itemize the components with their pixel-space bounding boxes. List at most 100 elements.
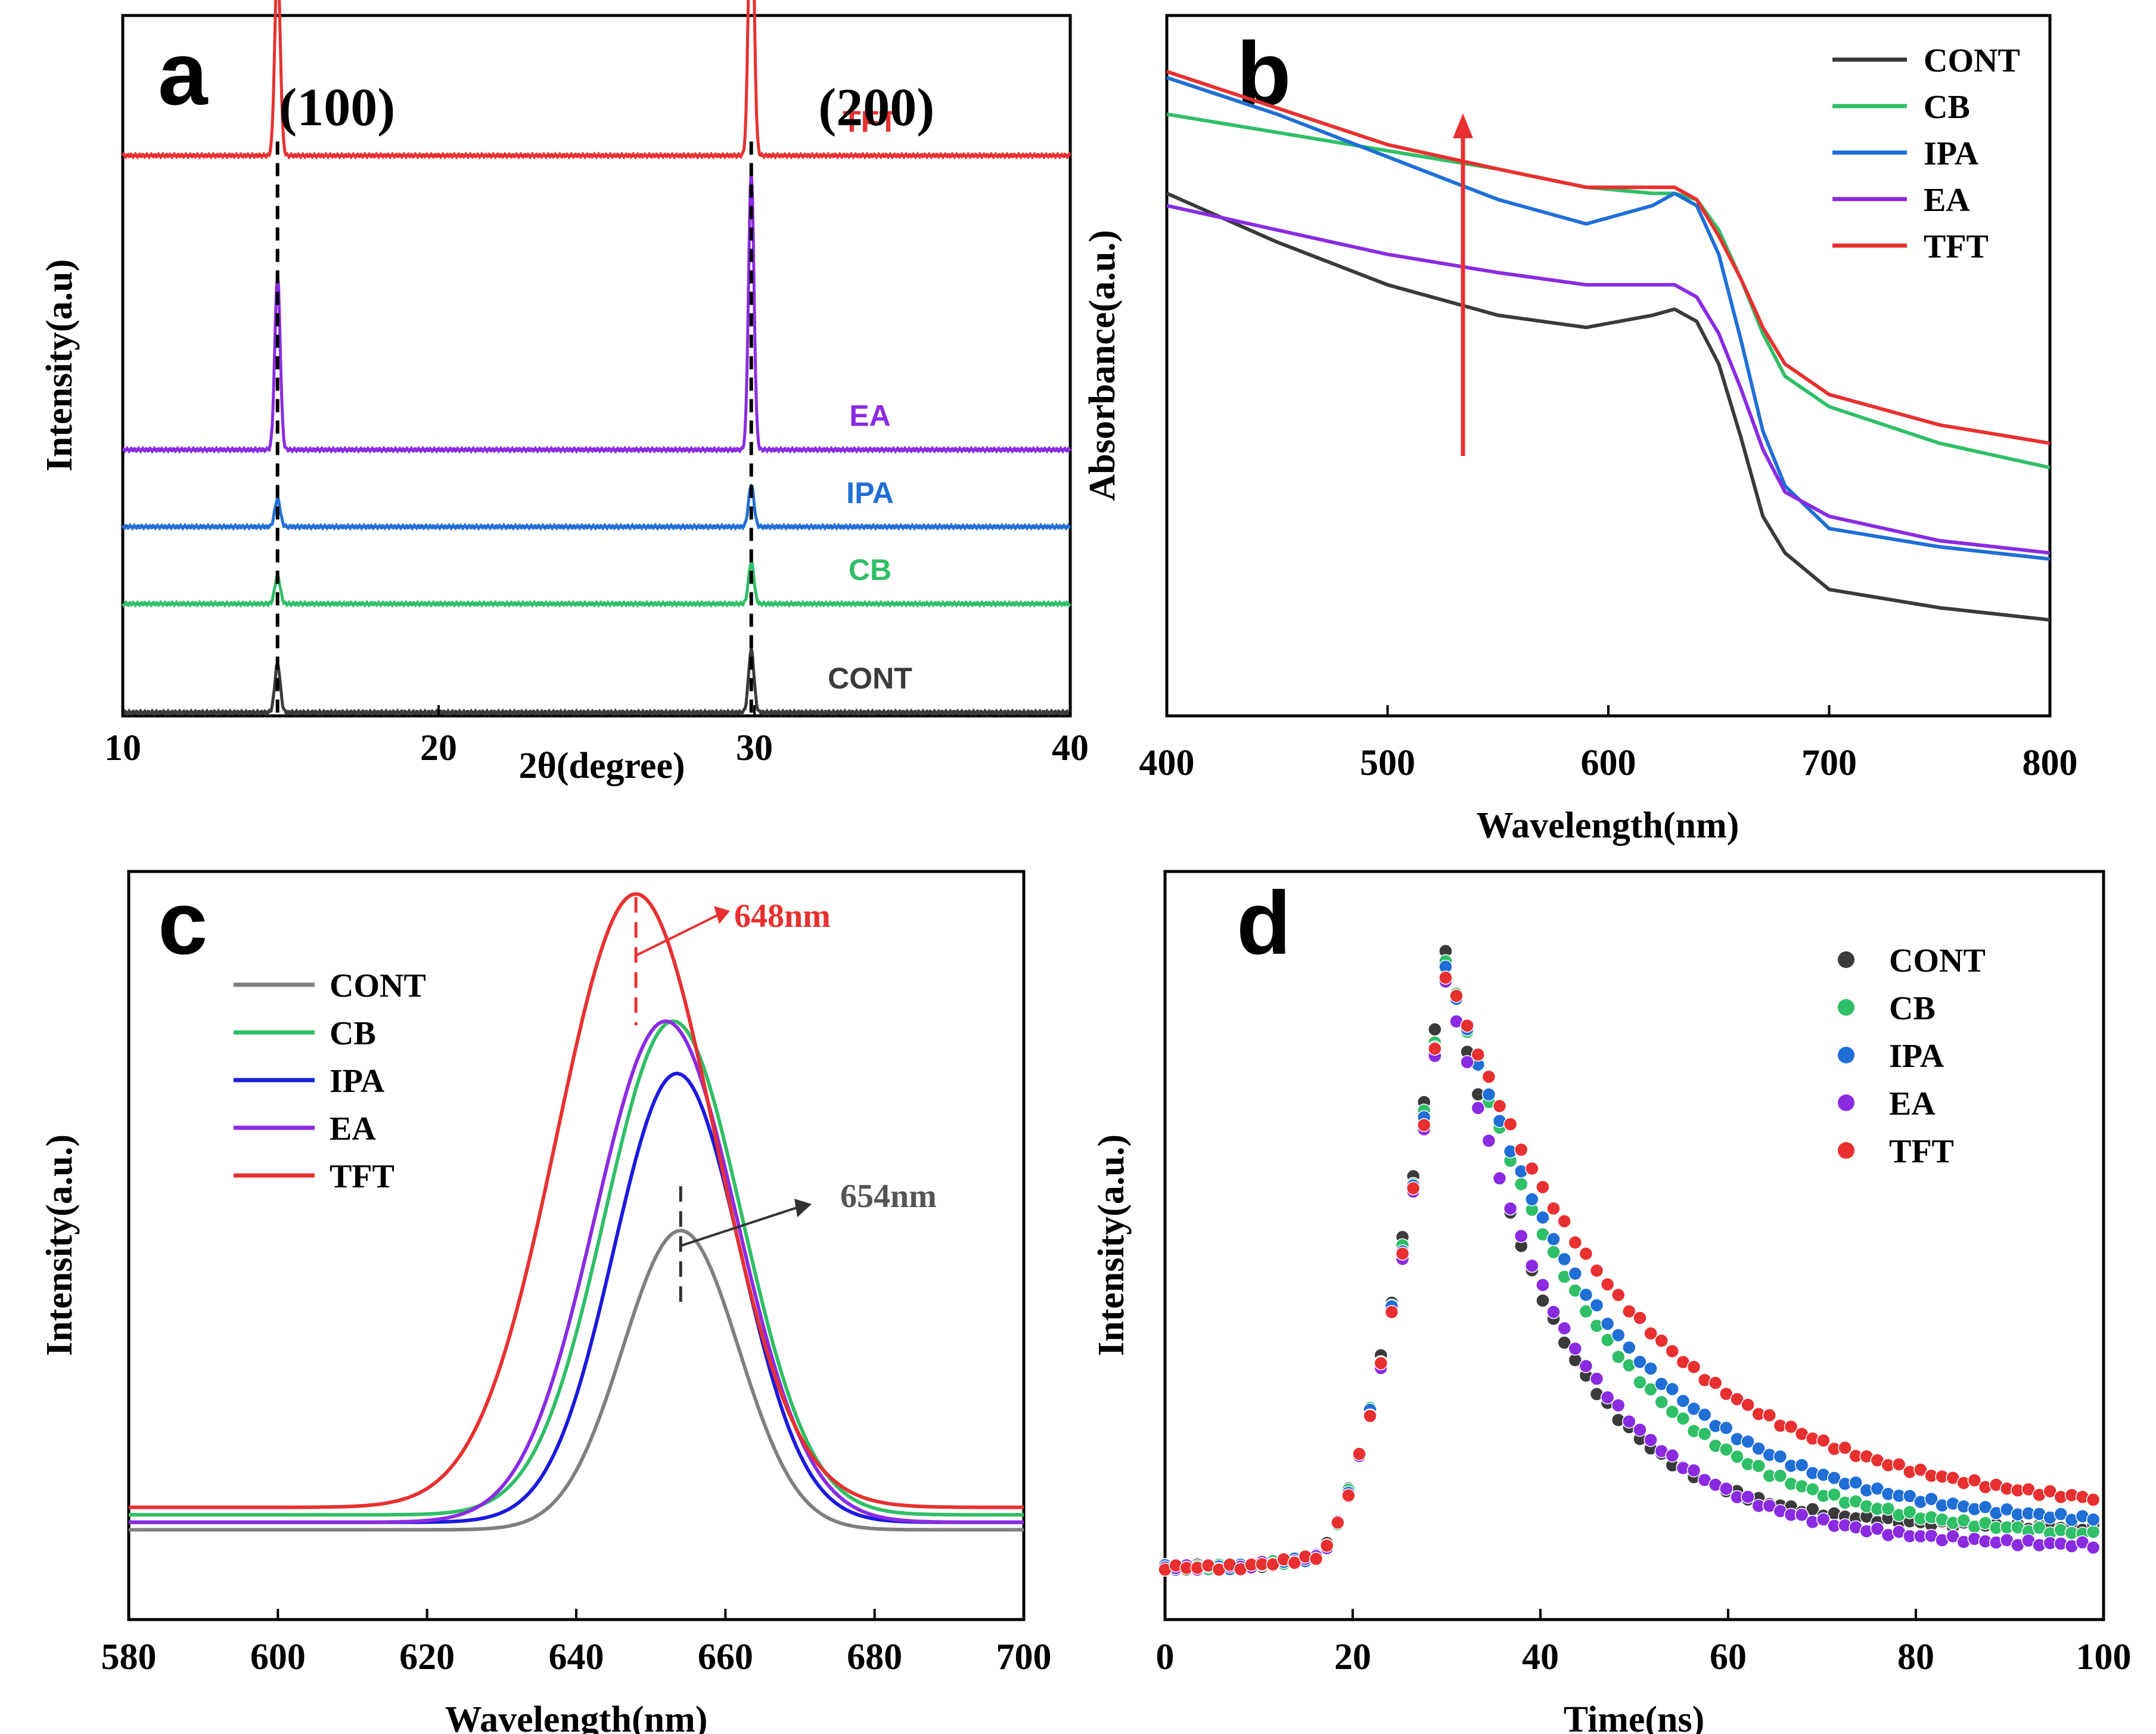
panel-b-letter: b	[1237, 23, 1291, 123]
trpl-point-cb	[1956, 1513, 1971, 1528]
trpl-point-ea	[1557, 1321, 1571, 1336]
trpl-point-ipa	[1665, 1382, 1680, 1397]
x-tick-label: 0	[1156, 1637, 1175, 1677]
panel-d-letter: d	[1237, 873, 1291, 973]
trpl-point-tft	[1665, 1344, 1680, 1358]
peak-arrow-tft	[635, 914, 719, 957]
xrd-label-cb: CB	[849, 553, 891, 587]
xrd-line-cb	[121, 557, 1071, 608]
trpl-point-tft	[1374, 1356, 1388, 1370]
xrd-label-ipa: IPA	[846, 476, 894, 510]
trpl-point-tft	[1622, 1304, 1636, 1319]
trpl-point-ea	[1816, 1512, 1831, 1527]
x-tick-label: 40	[1052, 728, 1089, 768]
trpl-point-cb	[2086, 1524, 2101, 1539]
trpl-point-ipa	[2086, 1512, 2101, 1527]
legend-marker-ea	[1838, 1094, 1854, 1111]
trpl-point-tft	[1654, 1333, 1669, 1348]
trpl-point-cb	[1697, 1426, 1712, 1441]
xrd-label-cont: CONT	[828, 662, 912, 695]
legend-marker-cb	[1838, 999, 1854, 1016]
legend-label-cont: CONT	[1924, 42, 2020, 79]
trpl-point-ipa	[1525, 1192, 1539, 1206]
trpl-point-ea	[1870, 1521, 1885, 1536]
peak-arrowhead-tft	[714, 906, 730, 924]
trpl-point-tft	[1363, 1409, 1377, 1423]
panel-d-ylabel: Intensity(a.u.)	[1091, 1134, 1132, 1356]
trpl-point-ea	[1600, 1390, 1615, 1404]
trpl-point-cb	[1665, 1404, 1680, 1419]
trpl-point-tft	[1967, 1473, 1982, 1488]
legend-label-cb: CB	[1889, 990, 1936, 1027]
trpl-point-tft	[1503, 1117, 1518, 1131]
trpl-point-tft	[1579, 1246, 1593, 1261]
panel-c-annotations: 648nm 654nm	[634, 897, 937, 1311]
trpl-point-cb	[1881, 1502, 1896, 1516]
trpl-point-tft	[1384, 1305, 1399, 1319]
panel-b-legend: CONT CB IPA EA TFT	[1832, 42, 2020, 265]
trpl-point-tft	[1416, 1118, 1431, 1133]
trpl-point-tft	[1557, 1214, 1571, 1229]
trpl-point-ipa	[1536, 1210, 1550, 1225]
x-tick-label: 700	[996, 1637, 1052, 1677]
panel-b-series	[1166, 70, 2051, 622]
trpl-point-cb	[1773, 1468, 1788, 1483]
pl-line-ea	[129, 1019, 1024, 1524]
x-tick-label: 620	[399, 1637, 455, 1677]
x-tick-label: 800	[2023, 743, 2078, 783]
trpl-point-tft	[2043, 1484, 2057, 1499]
panel-a-xrd: a TFT EA IPA CB CONT 10 20 30 40 (100) (200) 2θ…	[39, 0, 1089, 786]
x-tick-label: 640	[549, 1637, 604, 1677]
abs-line-ea	[1166, 203, 2051, 555]
xrd-line-ipa	[121, 483, 1071, 531]
legend-label-tft: TFT	[330, 1158, 394, 1195]
trpl-point-ea	[1794, 1507, 1809, 1522]
trpl-point-cb	[1579, 1304, 1593, 1319]
panel-c-ticks: 580 600 620 640 660 680 700	[101, 1609, 1052, 1677]
panel-d-series	[1158, 944, 2101, 1577]
trpl-point-ipa	[1751, 1441, 1766, 1456]
trpl-point-ipa	[1589, 1298, 1604, 1313]
trpl-point-ea	[1644, 1432, 1658, 1447]
trpl-point-cb	[1751, 1459, 1766, 1473]
trpl-point-tft	[1341, 1488, 1356, 1503]
trpl-point-ipa	[1924, 1491, 1938, 1506]
trpl-point-ea	[1471, 1100, 1486, 1115]
trpl-point-tft	[1309, 1552, 1324, 1566]
xrd-line-cont	[122, 647, 1072, 717]
trpl-point-ipa	[1481, 1087, 1496, 1102]
panel-c-xlabel: Wavelength(nm)	[445, 1699, 708, 1734]
legend-label-tft: TFT	[1889, 1133, 1954, 1170]
peak-label-200: (200)	[818, 78, 934, 137]
trpl-point-ipa	[1633, 1355, 1647, 1369]
trpl-point-ea	[1546, 1305, 1561, 1319]
trpl-point-ipa	[1600, 1317, 1615, 1331]
x-tick-label: 400	[1139, 743, 1195, 783]
legend-marker-tft	[1838, 1142, 1854, 1159]
trpl-point-tft	[1395, 1246, 1410, 1261]
trpl-point-ipa	[1611, 1328, 1626, 1342]
trpl-point-tft	[1536, 1180, 1550, 1195]
trpl-point-cb	[1611, 1350, 1626, 1364]
trpl-point-tft	[1762, 1408, 1777, 1423]
trpl-point-cb	[1633, 1375, 1647, 1389]
trpl-point-cb	[1676, 1411, 1691, 1426]
legend-marker-cont	[1838, 951, 1854, 968]
legend-label-ipa: IPA	[1924, 135, 1979, 172]
trpl-point-tft	[1406, 1181, 1421, 1196]
trpl-point-ipa	[1773, 1449, 1788, 1464]
x-tick-label: 20	[420, 728, 457, 768]
legend-label-cont: CONT	[330, 967, 426, 1004]
trpl-point-tft	[2086, 1493, 2101, 1507]
trpl-point-tft	[1913, 1462, 1928, 1477]
x-tick-label: 100	[2076, 1637, 2132, 1677]
peak-value-648nm: 648nm	[734, 898, 831, 935]
trpl-point-ipa	[1557, 1252, 1571, 1267]
trpl-point-tft	[1568, 1235, 1583, 1250]
legend-label-cb: CB	[1924, 89, 1970, 126]
xrd-label-tft: TFT	[843, 105, 897, 138]
trpl-point-tft	[1319, 1538, 1334, 1553]
panel-a-series: TFT EA IPA CB CONT	[121, 0, 1072, 717]
trpl-point-cont	[1536, 1293, 1550, 1308]
panel-b-frame	[1165, 14, 2052, 718]
